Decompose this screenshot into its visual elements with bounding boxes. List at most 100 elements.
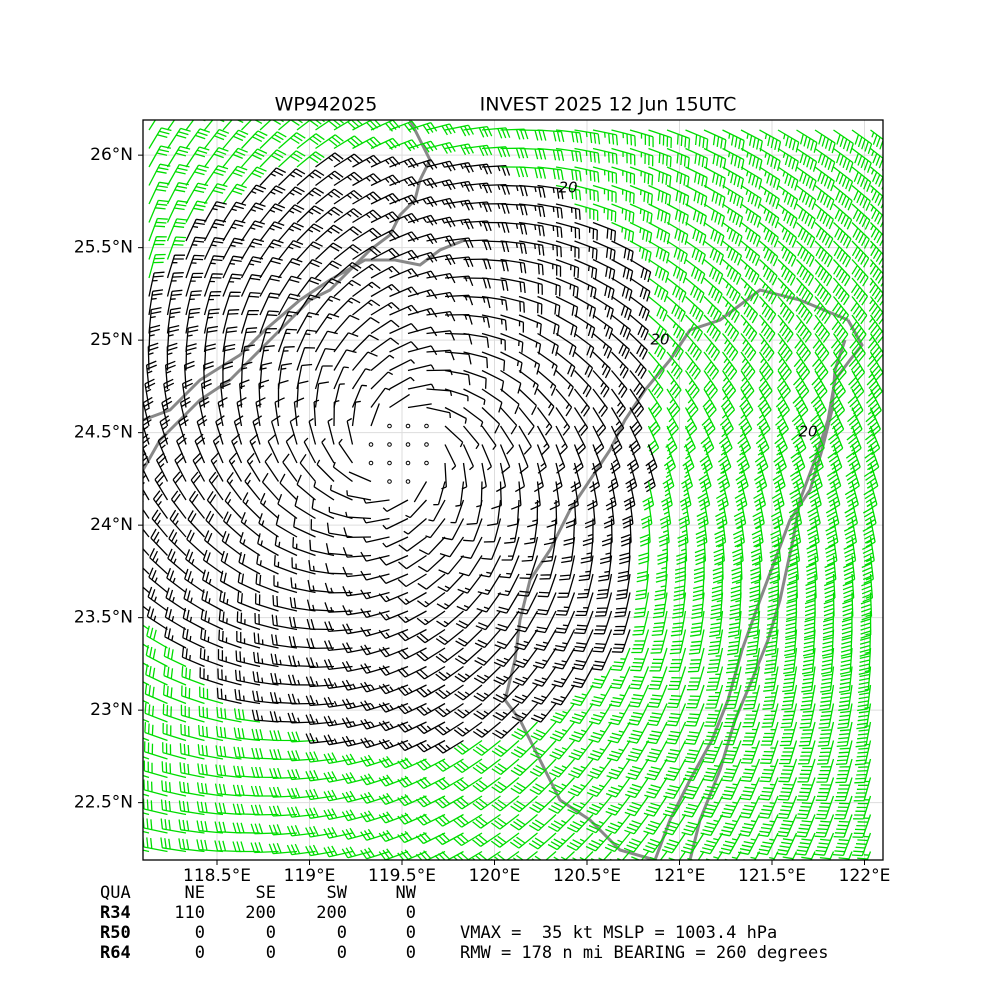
- wind-barb: [648, 184, 672, 206]
- wind-barb: [360, 773, 390, 786]
- wind-barb: [333, 244, 362, 261]
- wind-barb: [518, 203, 546, 218]
- wind-barb: [360, 737, 390, 749]
- wind-barb: [156, 452, 169, 482]
- wind-barb: [868, 314, 883, 344]
- y-tick-label: 24.5°N: [74, 423, 133, 443]
- wind-barb: [663, 758, 687, 781]
- wind-barb: [752, 499, 765, 529]
- wind-barb: [397, 757, 427, 770]
- wind-barb: [463, 518, 483, 542]
- wind-barb: [629, 333, 648, 360]
- wind-barb: [550, 684, 576, 706]
- wind-barb: [777, 333, 793, 362]
- wind-barb: [148, 324, 161, 353]
- wind-barb: [759, 147, 781, 172]
- wind-barb: [592, 147, 618, 165]
- wind-barb: [745, 647, 761, 674]
- wind-barb: [851, 166, 872, 192]
- y-tick-label: 24°N: [90, 515, 133, 535]
- wind-barb: [703, 166, 726, 189]
- wind-barb: [758, 795, 779, 819]
- wind-barb: [666, 147, 690, 169]
- wind-barb: [378, 811, 409, 824]
- wind-barb: [739, 388, 754, 418]
- wind-barb: [274, 397, 285, 427]
- wind-barb: [833, 203, 853, 230]
- wind-barb: [415, 739, 446, 753]
- wind-barb: [561, 536, 576, 564]
- wind-barb: [275, 514, 298, 538]
- wind-barb: [842, 592, 854, 621]
- wind-barb: [370, 156, 401, 168]
- wind-barb: [629, 314, 649, 341]
- title-right: INVEST 2025 12 Jun 15UTC: [480, 94, 737, 116]
- wind-barb: [604, 832, 631, 853]
- wind-barb: [305, 844, 335, 857]
- wind-barb: [321, 438, 335, 464]
- wind-barb: [791, 425, 807, 456]
- wind-barb: [453, 850, 483, 860]
- wind-barb: [796, 129, 818, 153]
- wind-barb: [236, 397, 247, 427]
- wind-barb: [277, 346, 295, 371]
- wind-barb: [370, 403, 380, 427]
- wind-barb: [833, 222, 852, 249]
- wind-barb: [161, 761, 187, 779]
- wind-barb: [759, 203, 780, 229]
- wind-barb: [846, 425, 862, 456]
- table-cell: 200: [316, 903, 347, 923]
- wind-barb: [856, 703, 872, 730]
- wind-barb: [200, 608, 224, 631]
- wind-barb: [589, 684, 613, 707]
- wind-barb: [453, 721, 483, 737]
- wind-barb: [444, 180, 474, 192]
- wind-barb: [315, 134, 344, 150]
- wind-barb: [240, 291, 261, 316]
- wind-barb: [864, 425, 881, 456]
- wind-barb: [338, 438, 354, 464]
- wind-barb: [370, 371, 394, 390]
- wind-barb: [473, 703, 501, 720]
- wind-barb: [148, 567, 168, 594]
- wind-barb: [652, 592, 668, 619]
- wind-barb: [165, 587, 187, 612]
- wind-barb: [778, 758, 798, 783]
- wind-barb: [818, 703, 835, 729]
- wind-barb: [296, 187, 325, 205]
- wind-barb: [814, 166, 835, 192]
- wind-barb: [294, 495, 316, 520]
- wind-barb: [407, 364, 435, 372]
- wind-barb: [306, 638, 335, 650]
- wind-barb: [143, 662, 150, 668]
- wind-barb: [685, 221, 707, 246]
- wind-barb: [555, 314, 578, 338]
- wind-barb: [870, 129, 883, 152]
- wind-barb: [305, 695, 335, 707]
- wind-barb: [495, 610, 520, 632]
- wind-barb: [444, 199, 474, 211]
- wind-barb: [743, 684, 761, 710]
- wind-barb: [518, 388, 537, 416]
- wind-barb: [511, 703, 538, 722]
- wind-barb: [259, 120, 284, 131]
- wind-barb: [567, 481, 579, 511]
- wind-barb: [820, 647, 835, 675]
- wind-barb: [574, 203, 599, 222]
- wind-barb: [476, 592, 502, 613]
- wind-barb: [166, 182, 189, 205]
- wind-barb: [219, 379, 231, 408]
- wind-barb: [683, 425, 696, 456]
- wind-barb: [586, 795, 613, 816]
- wind-barb: [481, 314, 508, 331]
- wind-barb: [867, 351, 883, 381]
- wind-barb: [611, 240, 634, 262]
- wind-barb: [259, 167, 286, 186]
- wind-barb: [845, 462, 860, 493]
- wind-barb: [360, 608, 390, 619]
- wind-barb: [169, 509, 187, 538]
- wind-barb: [491, 795, 520, 812]
- wind-barb: [259, 185, 286, 205]
- wind-barb: [286, 787, 316, 799]
- wind-barb: [548, 777, 575, 796]
